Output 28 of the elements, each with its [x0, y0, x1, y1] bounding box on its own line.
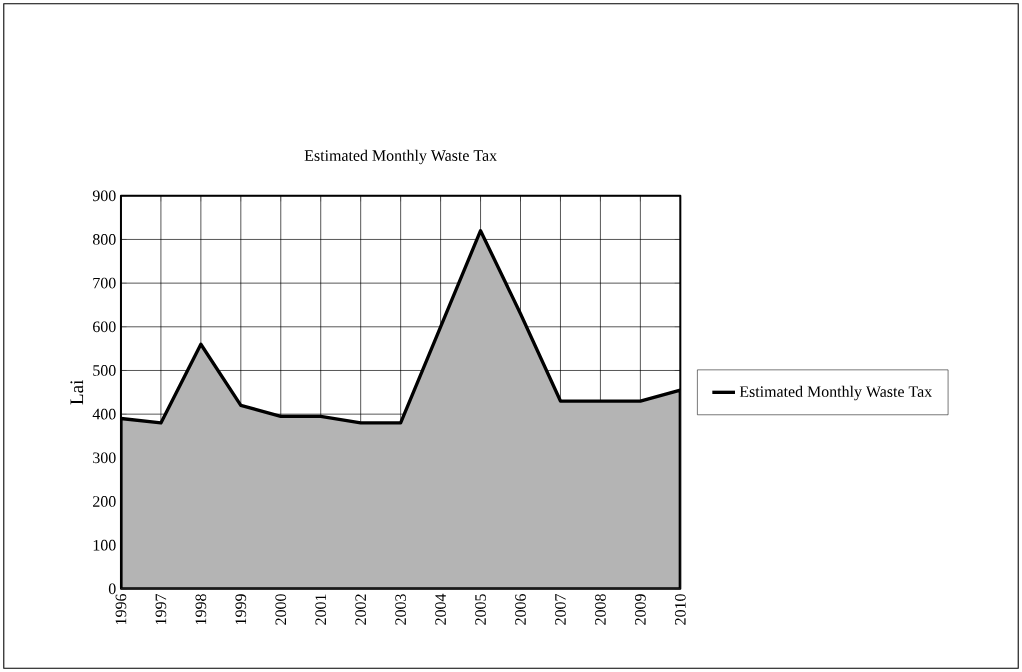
- y-tick-label: 400: [92, 408, 116, 420]
- x-tick-label: 2002: [355, 594, 367, 625]
- x-tick-label: 2003: [395, 594, 407, 625]
- y-tick-label: 100: [93, 539, 116, 551]
- x-tick-label: 1998: [195, 594, 207, 625]
- x-tick-label: 2005: [475, 594, 486, 625]
- y-tick-label: 0: [108, 583, 116, 595]
- x-tick-label: 2009: [634, 594, 646, 625]
- y-tick-label: 700: [93, 277, 116, 289]
- x-tick-label: 1999: [235, 594, 247, 625]
- text: Estimated Monthly Waste Tax: [739, 385, 932, 401]
- x-tick-label: 2004: [435, 593, 446, 625]
- x-tick-label: 2008: [595, 594, 606, 625]
- x-tick-label: 2007: [555, 594, 566, 625]
- x-tick-label: 1997: [155, 594, 167, 625]
- y-tick-label: 600: [93, 321, 116, 333]
- y-axis-title: Lai: [70, 379, 84, 405]
- x-tick-label: 2000: [275, 594, 287, 625]
- chart-title: Estimated Monthly Waste Tax: [304, 149, 497, 165]
- x-tick-label: 2010: [674, 594, 686, 625]
- y-tick-label: 900: [92, 190, 116, 202]
- y-tick-label: 300: [93, 452, 116, 464]
- y-tick-label: 800: [92, 234, 116, 245]
- x-tick-label: 2001: [315, 594, 327, 625]
- x-tick-label: 2006: [515, 594, 526, 625]
- y-tick-label: 200: [93, 496, 116, 507]
- y-tick-label: 500: [93, 365, 116, 376]
- x-tick-label: 1996: [115, 594, 127, 625]
